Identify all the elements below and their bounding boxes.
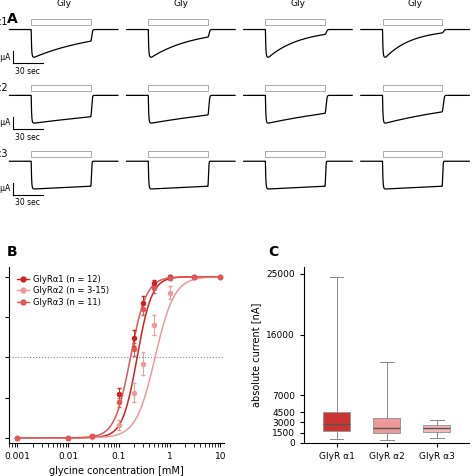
- Text: 5 μA: 5 μA: [0, 119, 10, 128]
- Text: A: A: [7, 12, 18, 26]
- Text: GlyR α1: GlyR α1: [0, 17, 7, 27]
- Text: 1 μA: 1 μA: [0, 184, 10, 193]
- Bar: [148, 19, 208, 25]
- Bar: [31, 19, 91, 25]
- Bar: [148, 151, 208, 157]
- Text: 100 μM
Gly: 100 μM Gly: [47, 0, 81, 8]
- PathPatch shape: [373, 417, 401, 433]
- PathPatch shape: [423, 425, 450, 432]
- Bar: [265, 151, 325, 157]
- Bar: [383, 19, 442, 25]
- Text: 1 mM
Gly: 1 mM Gly: [285, 0, 310, 8]
- Bar: [383, 151, 442, 157]
- Bar: [265, 85, 325, 91]
- Bar: [148, 85, 208, 91]
- Bar: [31, 85, 91, 91]
- Text: B: B: [7, 245, 18, 259]
- Bar: [383, 85, 442, 91]
- Text: GlyR α2: GlyR α2: [0, 83, 7, 93]
- Y-axis label: absolute current [nA]: absolute current [nA]: [251, 303, 261, 407]
- X-axis label: glycine concentration [mM]: glycine concentration [mM]: [49, 466, 184, 476]
- Text: 333 μM
Gly: 333 μM Gly: [164, 0, 198, 8]
- Bar: [31, 151, 91, 157]
- Legend: GlyRα1 (n = 12), GlyRα2 (n = 3-15), GlyRα3 (n = 11): GlyRα1 (n = 12), GlyRα2 (n = 3-15), GlyR…: [14, 271, 112, 310]
- Text: GlyR α3: GlyR α3: [0, 149, 7, 159]
- Text: 30 sec: 30 sec: [16, 198, 40, 208]
- Text: 30 sec: 30 sec: [16, 132, 40, 141]
- Text: 30 sec: 30 sec: [16, 67, 40, 76]
- Text: C: C: [268, 245, 278, 259]
- Bar: [265, 19, 325, 25]
- Text: 10 mM
Gly: 10 mM Gly: [400, 0, 430, 8]
- Text: 5 μA: 5 μA: [0, 53, 10, 61]
- PathPatch shape: [323, 412, 350, 431]
